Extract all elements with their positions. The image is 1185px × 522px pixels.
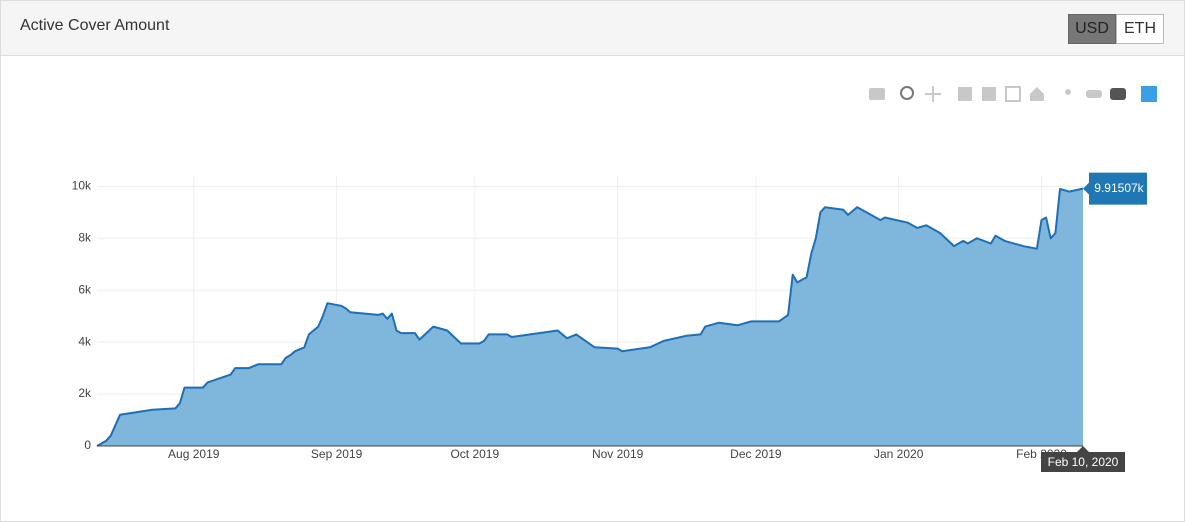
x-tick-label: Dec 2019 — [730, 447, 782, 461]
y-tick-label: 0 — [84, 438, 91, 452]
pan-icon[interactable] — [925, 86, 941, 102]
hover-closest-icon[interactable] — [1086, 90, 1102, 98]
hover-compare-icon[interactable] — [1110, 88, 1126, 100]
y-tick-label: 10k — [72, 179, 92, 193]
panel-header: Active Cover Amount USD ETH — [1, 1, 1184, 56]
modebar — [869, 86, 1157, 102]
y-tick-label: 4k — [78, 334, 92, 348]
zoom-icon[interactable] — [900, 86, 914, 100]
hover-x-label: Feb 10, 2020 — [1041, 446, 1125, 472]
reset-icon[interactable] — [1030, 87, 1044, 101]
zoom-out-icon[interactable] — [982, 87, 996, 101]
y-tick-label: 2k — [78, 386, 92, 400]
x-tick-label: Aug 2019 — [168, 447, 220, 461]
area-line — [96, 187, 1084, 447]
x-tick-label: Sep 2019 — [311, 447, 363, 461]
camera-icon[interactable] — [869, 88, 885, 100]
x-tick-label: Jan 2020 — [874, 447, 924, 461]
hover-value-label: 9.91507k — [1083, 172, 1147, 205]
hover-box — [1083, 172, 1147, 205]
panel-title: Active Cover Amount — [20, 17, 170, 34]
area-fill — [97, 188, 1083, 446]
hover-text: 9.91507k — [1094, 181, 1144, 195]
spike-icon[interactable] — [1065, 89, 1071, 95]
usd-button[interactable]: USD — [1068, 14, 1116, 44]
currency-toggle: USD ETH — [1068, 14, 1164, 44]
x-tick-label: Nov 2019 — [592, 447, 644, 461]
hover-box — [1041, 446, 1125, 472]
y-tick-label: 6k — [78, 282, 92, 296]
zoom-in-icon[interactable] — [958, 87, 972, 101]
plotly-logo[interactable] — [1141, 86, 1157, 102]
autoscale-icon[interactable] — [1005, 86, 1021, 102]
x-tick-label: Oct 2019 — [450, 447, 499, 461]
y-tick-label: 8k — [78, 230, 92, 244]
hover-text: Feb 10, 2020 — [1048, 455, 1119, 469]
eth-button[interactable]: ETH — [1116, 14, 1164, 44]
